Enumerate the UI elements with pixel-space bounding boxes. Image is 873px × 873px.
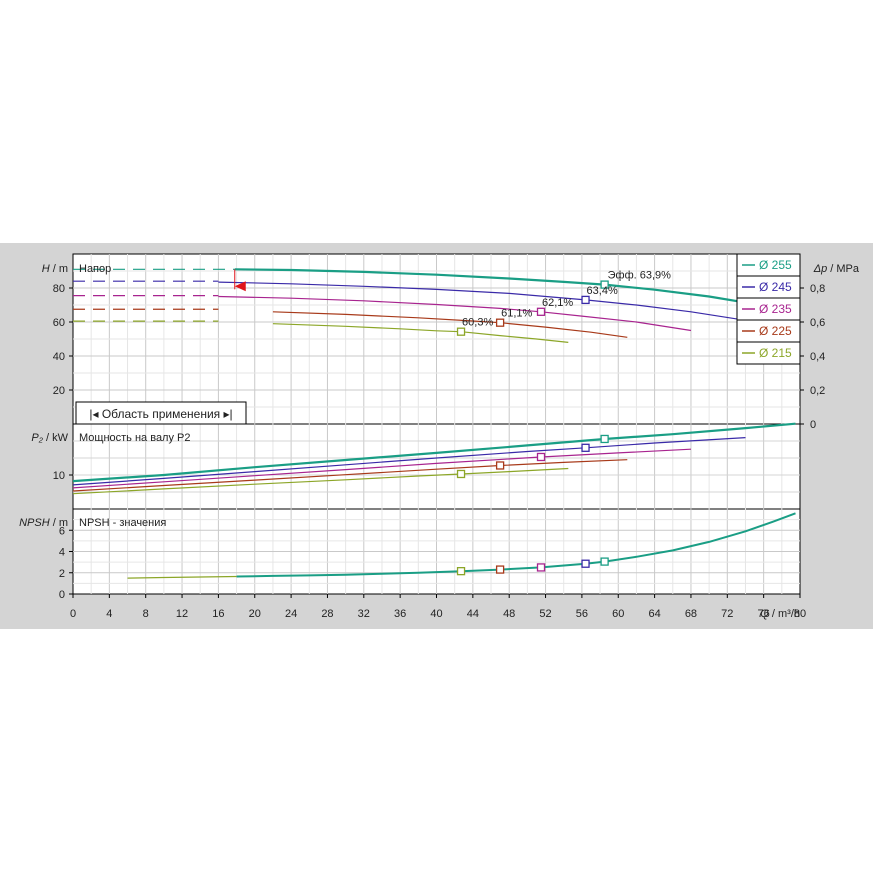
y-axis-title-npsh: NPSH / m xyxy=(19,517,68,529)
x-tick-label: 40 xyxy=(430,608,442,620)
efficiency-label: 61,1% xyxy=(501,308,532,320)
bep-marker xyxy=(495,461,505,470)
application-range-box xyxy=(75,401,247,425)
head-curve xyxy=(272,323,569,343)
y-tick-label: 40 xyxy=(53,351,65,363)
y-tick-label: 10 xyxy=(53,470,65,482)
x-tick-label: 48 xyxy=(503,608,515,620)
marker-layer xyxy=(75,269,796,576)
legend-label: Ø 215 xyxy=(759,346,792,360)
y-tick-label: 6 xyxy=(59,525,65,537)
y-tick-label: 60 xyxy=(53,317,65,329)
application-range-label: |◂ Область применения ▸| xyxy=(89,407,232,421)
bep-marker xyxy=(581,443,590,452)
right-y-tick-label: 0 xyxy=(810,419,816,431)
x-tick-label: 56 xyxy=(576,608,588,620)
legend-entry xyxy=(736,341,801,365)
power-curve xyxy=(72,422,796,483)
x-tick-label: 76 xyxy=(758,608,770,620)
grid-layer xyxy=(69,253,804,598)
efficiency-label: Эфф. 63,9% xyxy=(608,270,672,282)
head-curve xyxy=(234,268,796,313)
head-curve xyxy=(218,281,746,321)
x-tick-label: 36 xyxy=(394,608,406,620)
bep-marker xyxy=(536,563,546,572)
x-tick-label: 60 xyxy=(612,608,624,620)
bep-marker xyxy=(581,559,590,568)
y-tick-label: 2 xyxy=(59,568,65,580)
curve-layer xyxy=(72,268,796,579)
y-axis-title-pressure: Δp / MPa xyxy=(813,263,860,275)
bep-marker xyxy=(600,434,609,444)
x-tick-label: 20 xyxy=(249,608,261,620)
x-tick-label: 16 xyxy=(212,608,224,620)
legend-label: Ø 235 xyxy=(759,302,792,316)
y-tick-label: 20 xyxy=(53,385,65,397)
x-tick-label: 52 xyxy=(539,608,551,620)
efficiency-label: 60,3% xyxy=(462,317,493,329)
x-tick-label: 28 xyxy=(321,608,333,620)
legend-label: Ø 245 xyxy=(759,280,792,294)
right-y-tick-label: 0,8 xyxy=(810,283,825,295)
legend-label: Ø 255 xyxy=(759,258,792,272)
y-tick-label: 80 xyxy=(53,283,65,295)
bep-marker xyxy=(456,469,466,479)
x-axis-title: Q / m³/h xyxy=(760,608,800,620)
right-y-tick-label: 0,2 xyxy=(810,385,825,397)
legend: Ø 255 Ø 245 Ø 235 Ø 225 Ø 215 xyxy=(736,253,801,365)
x-tick-label: 24 xyxy=(285,608,297,620)
x-tick-label: 44 xyxy=(467,608,479,620)
right-y-tick-label: 0,4 xyxy=(810,351,825,363)
x-tick-label: 80 xyxy=(794,608,806,620)
bep-marker xyxy=(600,557,609,566)
bep-marker xyxy=(536,307,546,316)
y-tick-label: 4 xyxy=(59,547,65,559)
y-axis-title-power: P₂ / kW xyxy=(31,432,68,444)
legend-label: Ø 225 xyxy=(759,324,792,338)
bep-marker xyxy=(536,452,546,462)
x-tick-label: 64 xyxy=(648,608,660,620)
power-curve xyxy=(72,467,569,495)
min-flow-arrow xyxy=(234,281,246,292)
npsh-curve-start xyxy=(127,575,237,579)
power-curve xyxy=(72,448,692,489)
bep-marker xyxy=(581,295,590,305)
x-tick-label: 0 xyxy=(70,608,76,620)
pane-title-npsh: NPSH - значения xyxy=(79,517,166,529)
bep-marker xyxy=(495,565,505,574)
x-tick-label: 32 xyxy=(358,608,370,620)
x-tick-label: 72 xyxy=(721,608,733,620)
pane-title-head: Напор xyxy=(79,263,111,275)
pane-title-power: Мощность на валу P2 xyxy=(79,432,191,444)
bep-marker xyxy=(495,318,505,327)
power-curve xyxy=(72,437,746,486)
bep-marker xyxy=(600,280,609,289)
power-curve xyxy=(72,459,628,492)
head-curve xyxy=(218,295,692,332)
x-tick-label: 68 xyxy=(685,608,697,620)
efficiency-label: 62,1% xyxy=(542,297,573,309)
x-tick-label: 4 xyxy=(106,608,112,620)
y-tick-label: 0 xyxy=(59,589,65,601)
y-axis-title-head: H / m xyxy=(42,263,68,275)
bep-marker xyxy=(456,567,466,576)
x-tick-label: 12 xyxy=(176,608,188,620)
bep-marker xyxy=(456,327,466,336)
head-curve xyxy=(272,311,628,338)
x-tick-label: 8 xyxy=(143,608,149,620)
right-y-tick-label: 0,6 xyxy=(810,317,825,329)
efficiency-label: 63,4% xyxy=(587,285,618,297)
